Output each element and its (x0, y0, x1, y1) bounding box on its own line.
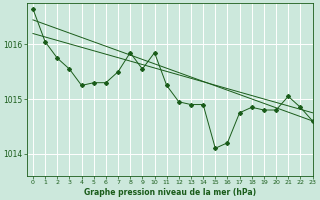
X-axis label: Graphe pression niveau de la mer (hPa): Graphe pression niveau de la mer (hPa) (84, 188, 256, 197)
